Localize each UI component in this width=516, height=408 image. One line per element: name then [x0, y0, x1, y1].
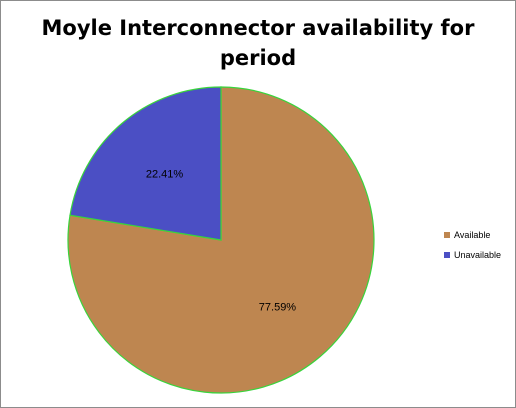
- legend-label-available: Available: [454, 230, 491, 240]
- data-label-available: 77.59%: [259, 301, 297, 313]
- legend: Available Unavailable: [444, 225, 501, 265]
- legend-swatch-unavailable: [444, 252, 450, 258]
- pie-slice-unavailable: [69, 86, 222, 241]
- chart-title-line-1: Moyle Interconnector availability for: [41, 16, 475, 40]
- chart-title-line-2: period: [219, 46, 297, 70]
- legend-item-unavailable: Unavailable: [444, 245, 501, 265]
- data-label-unavailable: 22.41%: [146, 169, 184, 181]
- legend-swatch-available: [444, 232, 450, 238]
- legend-item-available: Available: [444, 225, 501, 245]
- chart-title: Moyle Interconnector availability for pe…: [1, 13, 515, 73]
- legend-label-unavailable: Unavailable: [454, 250, 502, 260]
